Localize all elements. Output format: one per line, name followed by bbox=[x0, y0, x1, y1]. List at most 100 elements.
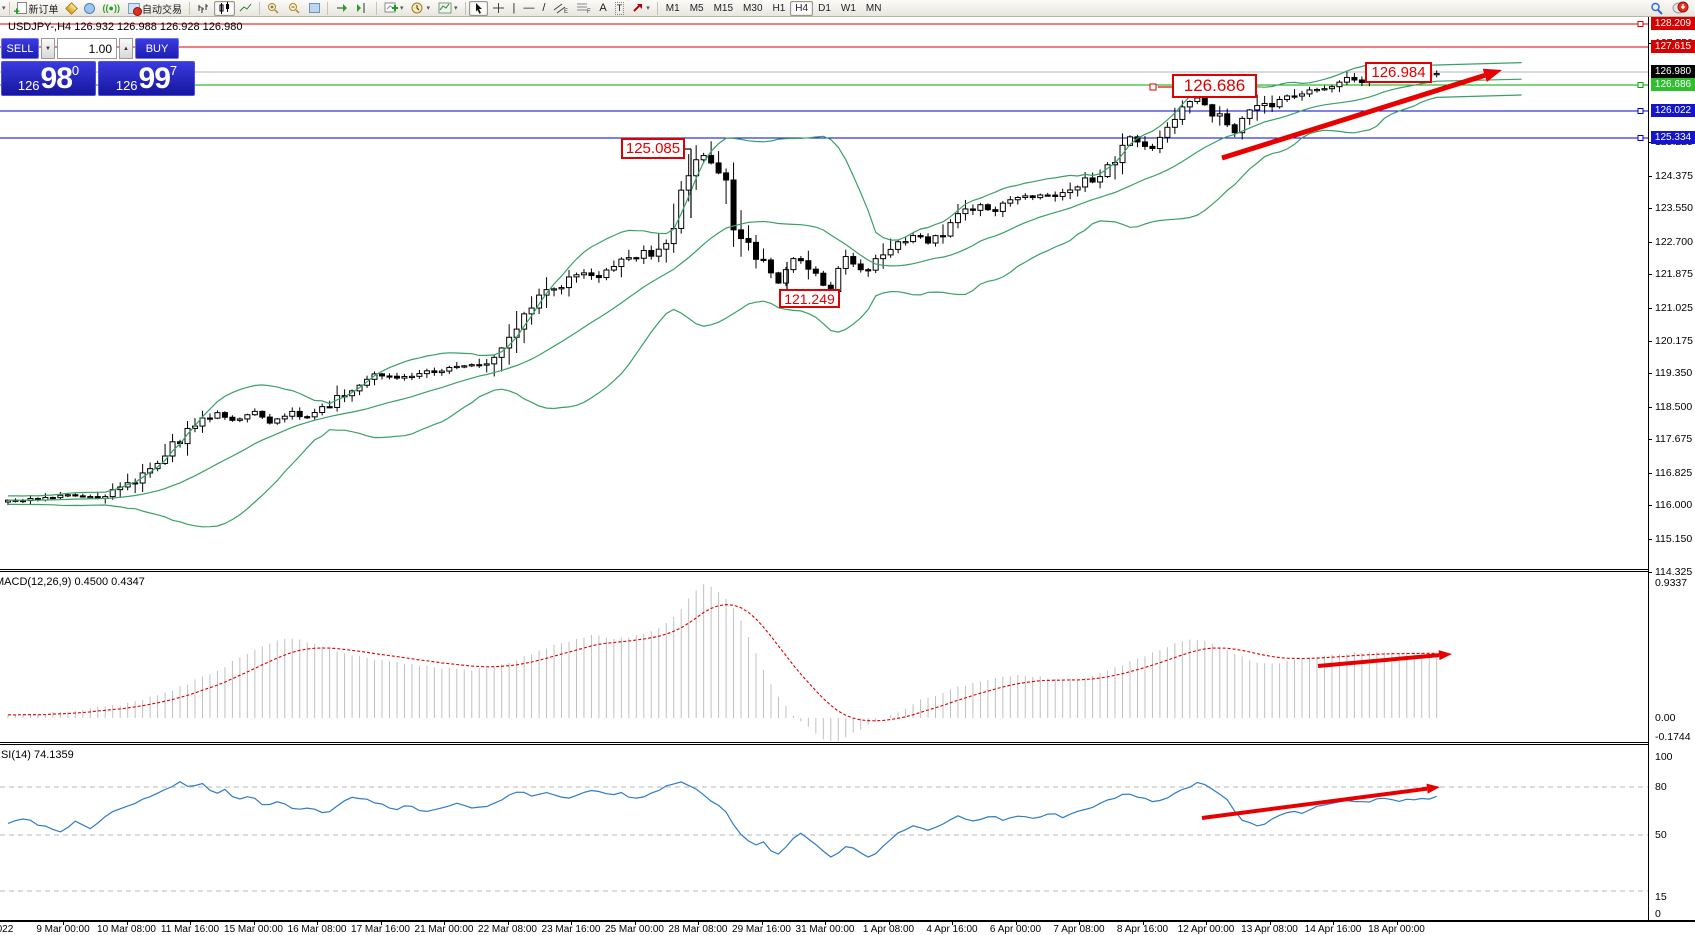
time-axis[interactable]: 8 Mar 2022 9 Mar 00:00 10 Mar 08:00 11 Mar … bbox=[0, 921, 1695, 935]
notifications-button[interactable] bbox=[1668, 1, 1693, 16]
rsi-scale-label: 0 bbox=[1655, 908, 1661, 920]
crosshair-tool-button[interactable] bbox=[488, 1, 509, 16]
rsi-line bbox=[7, 780, 1437, 858]
trendline-tool-button[interactable]: / bbox=[538, 1, 549, 16]
axis-tick bbox=[1648, 176, 1652, 177]
one-click-trading-panel: SELL ▼ ▲ BUY 126 98 0 126 99 7 bbox=[1, 38, 197, 96]
time-axis-tick bbox=[253, 922, 255, 925]
zoom-in-button[interactable] bbox=[263, 1, 284, 16]
volume-input[interactable] bbox=[57, 38, 117, 59]
price-scale-label: 119.350 bbox=[1655, 367, 1693, 379]
pane-divider-macd-rsi[interactable] bbox=[0, 742, 1695, 745]
price-axis[interactable]: 127.750125.225124.375123.550122.700121.8… bbox=[1648, 17, 1695, 920]
tab-timeframe-d1[interactable]: D1 bbox=[818, 2, 831, 14]
tab-timeframe-h1[interactable]: H1 bbox=[772, 2, 786, 14]
text-tool-button[interactable]: A bbox=[595, 1, 610, 16]
autotrade-icon bbox=[127, 2, 142, 16]
cursor-tool-button[interactable] bbox=[468, 0, 488, 16]
tab-timeframe-m30[interactable]: M30 bbox=[743, 2, 763, 14]
price-callout-label[interactable]: 126.984 bbox=[1365, 62, 1432, 83]
tab-timeframe-h4[interactable]: H4 bbox=[790, 0, 814, 16]
toolbar-separator bbox=[8, 1, 10, 15]
price-scale-label: 117.675 bbox=[1655, 433, 1693, 445]
line-chart-mode-button[interactable] bbox=[235, 1, 256, 16]
time-axis-tick bbox=[1396, 922, 1398, 925]
clipped-dropdown-caret-icon[interactable]: ▾ bbox=[2, 5, 6, 12]
buy-price-button[interactable]: 126 99 7 bbox=[98, 61, 195, 96]
price-scale-label: 121.025 bbox=[1655, 302, 1693, 314]
price-scale-label: 116.000 bbox=[1655, 499, 1693, 511]
main-price-chart-canvas[interactable] bbox=[0, 17, 1648, 569]
volume-decrease-button[interactable]: ▼ bbox=[41, 38, 55, 59]
market-watch-button[interactable] bbox=[63, 1, 80, 16]
vertical-line-tool-button[interactable]: | bbox=[509, 1, 520, 16]
arrow-objects-icon bbox=[633, 4, 643, 12]
rsi-scale-label: 50 bbox=[1655, 829, 1667, 841]
channel-tool-button[interactable]: E bbox=[549, 1, 572, 16]
rsi-indicator-label: RSI(14) 74.1359 bbox=[0, 749, 74, 761]
community-button[interactable] bbox=[80, 1, 99, 16]
trend-arrow-annotation[interactable] bbox=[1221, 68, 1502, 161]
time-axis-tick bbox=[317, 922, 318, 925]
new-order-button[interactable]: 新订单 bbox=[13, 1, 63, 18]
add-indicator-icon bbox=[384, 2, 398, 13]
add-indicator-button[interactable]: ▾ bbox=[380, 1, 408, 16]
signal-icon: ((●)) bbox=[102, 3, 120, 13]
price-callout-label[interactable]: 126.686 bbox=[1172, 74, 1257, 98]
trend-arrow-annotation[interactable] bbox=[1201, 783, 1440, 820]
chart-shift-button[interactable] bbox=[352, 1, 373, 16]
tab-timeframe-m5[interactable]: M5 bbox=[689, 2, 704, 14]
macd-indicator-canvas[interactable] bbox=[0, 572, 1648, 742]
text-icon: A bbox=[599, 1, 607, 14]
profile-icon bbox=[83, 2, 95, 14]
macd-scale-label: -0.1744 bbox=[1655, 731, 1691, 743]
horizontal-line-tool-button[interactable]: — bbox=[519, 1, 538, 16]
buy-button[interactable]: BUY bbox=[135, 38, 179, 59]
zoom-out-button[interactable] bbox=[284, 1, 305, 16]
arrows-tool-button[interactable]: ▾ bbox=[628, 1, 654, 16]
tab-timeframe-m1[interactable]: M1 bbox=[665, 2, 680, 14]
time-axis-label: 28 Mar 08:00 bbox=[668, 924, 728, 935]
bar-chart-mode-button[interactable] bbox=[193, 1, 214, 16]
macd-scale-label: 0.9337 bbox=[1655, 577, 1688, 589]
price-callout-label[interactable]: 125.085 bbox=[621, 138, 685, 159]
time-axis-tick bbox=[571, 922, 572, 925]
trend-arrow-annotation[interactable] bbox=[1317, 650, 1452, 668]
rsi-scale-label: 15 bbox=[1655, 891, 1667, 903]
time-axis-tick bbox=[190, 922, 191, 925]
main-toolbar: ▾ 新订单 ((●)) 自动交易 ▾ ▾ ▾ bbox=[0, 0, 1695, 18]
signal-button[interactable]: ((●)) bbox=[99, 1, 124, 16]
chart-shift-icon bbox=[356, 3, 365, 13]
tab-timeframe-mn[interactable]: MN bbox=[865, 2, 882, 14]
candlestick-icon bbox=[219, 2, 229, 14]
tab-timeframe-m15[interactable]: M15 bbox=[713, 2, 734, 14]
pane-divider-main-macd[interactable] bbox=[0, 569, 1695, 572]
zoom-in-icon bbox=[267, 3, 279, 14]
label-tool-button[interactable]: T bbox=[611, 1, 629, 16]
search-button[interactable] bbox=[1646, 1, 1668, 16]
rsi-indicator-canvas[interactable] bbox=[0, 745, 1648, 920]
axis-tick bbox=[1648, 208, 1652, 209]
price-tag: 126.022 bbox=[1651, 104, 1695, 117]
time-axis-tick bbox=[126, 922, 128, 925]
tile-windows-button[interactable] bbox=[305, 1, 324, 16]
templates-button[interactable]: ▾ bbox=[434, 1, 462, 16]
axis-tick bbox=[1648, 439, 1652, 440]
autotrade-button[interactable]: 自动交易 bbox=[124, 1, 186, 16]
buy-price-prefix: 126 bbox=[115, 78, 138, 93]
volume-increase-button[interactable]: ▲ bbox=[119, 38, 133, 59]
price-tag: 125.334 bbox=[1651, 131, 1695, 144]
fibonacci-tool-button[interactable]: F bbox=[572, 1, 595, 16]
sell-price-button[interactable]: 126 98 0 bbox=[1, 61, 96, 96]
time-axis-label: 7 Apr 08:00 bbox=[1053, 924, 1105, 935]
price-callout-label[interactable]: 121.249 bbox=[779, 289, 840, 308]
auto-scroll-icon bbox=[336, 4, 347, 12]
price-scale-label: 115.150 bbox=[1655, 533, 1693, 545]
tab-timeframe-w1[interactable]: W1 bbox=[840, 2, 856, 14]
time-axis-label: 23 Mar 16:00 bbox=[541, 924, 601, 935]
svg-text:E: E bbox=[564, 9, 568, 14]
candlestick-mode-button[interactable] bbox=[213, 0, 235, 16]
periods-button[interactable]: ▾ bbox=[407, 1, 434, 16]
sell-button[interactable]: SELL bbox=[1, 38, 39, 59]
auto-scroll-button[interactable] bbox=[331, 1, 352, 16]
